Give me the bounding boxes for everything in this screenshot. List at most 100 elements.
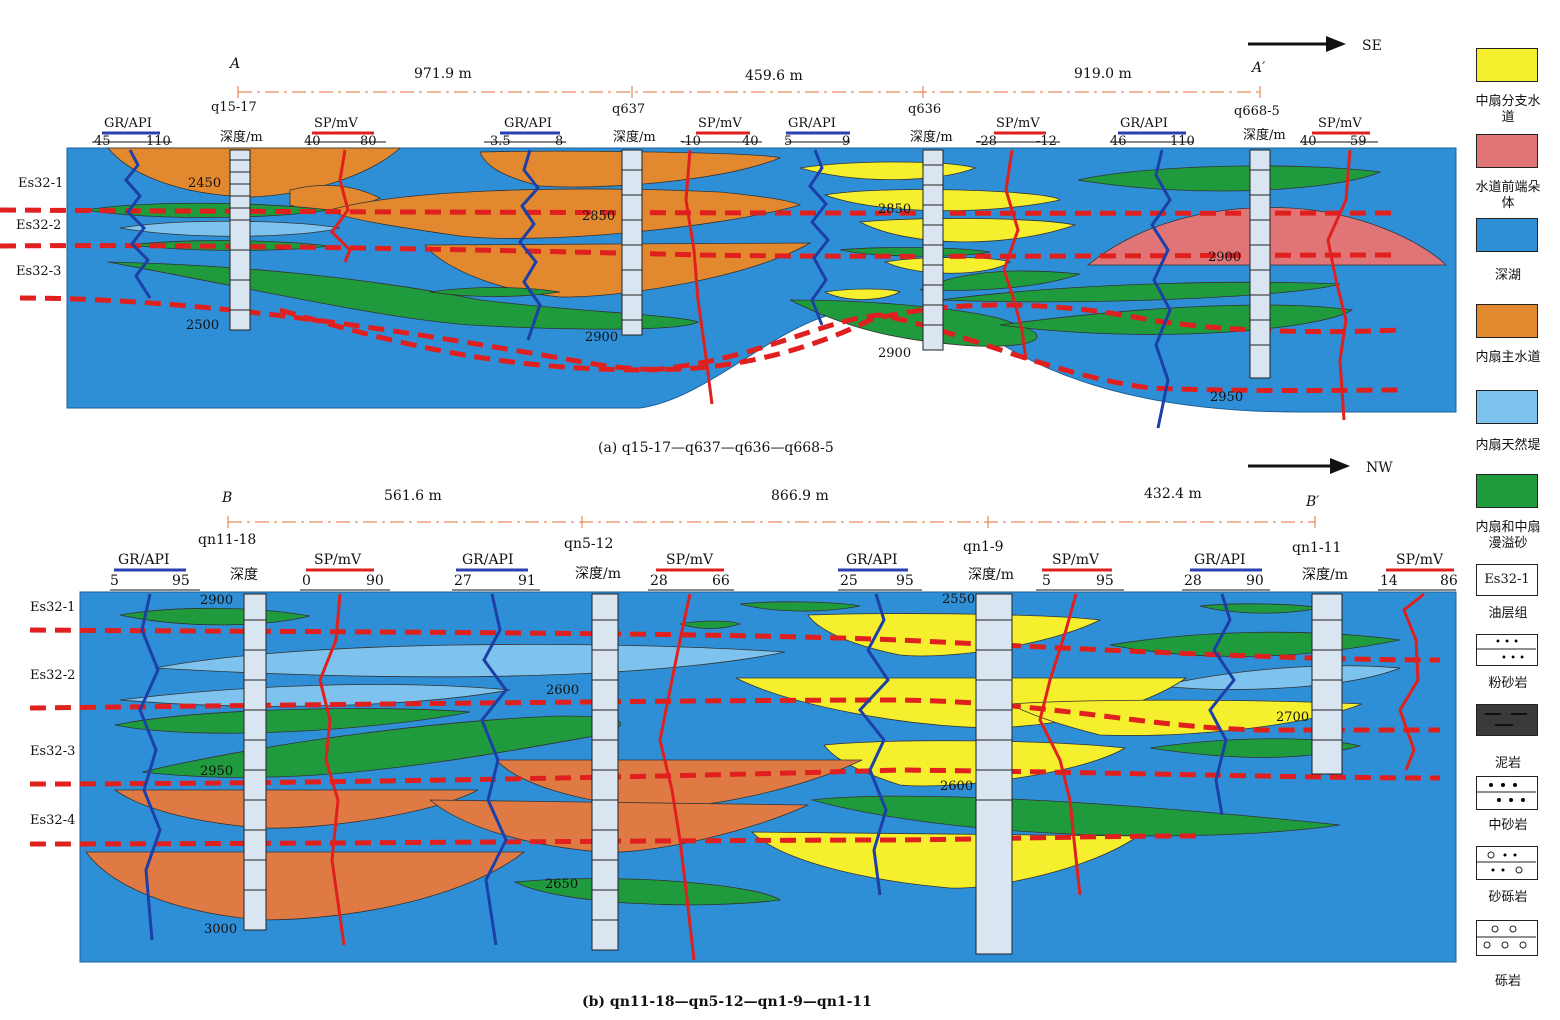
well-b1-depth-label: 深度 bbox=[230, 567, 258, 583]
well-a1-sp-label: SP/mV bbox=[314, 116, 358, 131]
well-b4-gr-max: 90 bbox=[1246, 573, 1264, 589]
well-b3-depth-label: 深度/m bbox=[968, 567, 1014, 583]
distance-a-1: 971.9 m bbox=[414, 66, 472, 82]
depth-a1-2: 2500 bbox=[186, 318, 220, 333]
depth-a3-1: 2850 bbox=[878, 202, 912, 217]
legend-label-mudstone: 泥岩 bbox=[1494, 756, 1521, 771]
well-a3-sp-min: -28 bbox=[976, 134, 997, 149]
well-b1-gr-max: 95 bbox=[172, 573, 190, 589]
legend-label-deep-lake: 深湖 bbox=[1494, 268, 1521, 283]
well-a4-name: q668-5 bbox=[1234, 104, 1280, 119]
well-b3-gr-label: GR/API bbox=[846, 552, 898, 568]
well-b1-sp-min: 0 bbox=[302, 573, 311, 589]
well-a1-sp-min: 40 bbox=[304, 134, 321, 149]
section-b-start: B bbox=[222, 490, 233, 506]
well-b2-sp-min: 28 bbox=[650, 573, 668, 589]
well-a2-sp-min: -10 bbox=[680, 134, 701, 149]
depth-b1-2: 2950 bbox=[200, 764, 234, 779]
well-b4-gr-label: GR/API bbox=[1194, 552, 1246, 568]
depth-b4-1: 2700 bbox=[1276, 710, 1310, 725]
well-a4-gr-min: 46 bbox=[1110, 134, 1127, 149]
well-b2-depth-label: 深度/m bbox=[575, 566, 621, 582]
well-a3-gr-label: GR/API bbox=[788, 116, 836, 131]
well-b1-name: qn11-18 bbox=[198, 532, 257, 548]
legend-label-mid-fan-channel: 中扇分支水道 bbox=[1475, 94, 1541, 125]
conglomerate-pattern-icon bbox=[1477, 925, 1536, 949]
layer-a-3: Es32-3 bbox=[16, 264, 62, 279]
distance-b-3: 432.4 m bbox=[1144, 486, 1202, 502]
legend-swatch-deep-lake bbox=[1476, 218, 1538, 252]
well-a4-sp-min: 40 bbox=[1300, 134, 1317, 149]
legend-swatch-oil-group: Es32-1 bbox=[1476, 564, 1538, 596]
legend-label-oil-group: 油层组 bbox=[1488, 606, 1528, 621]
depth-b1-1: 2900 bbox=[200, 593, 234, 608]
well-b3-gr-max: 95 bbox=[896, 573, 914, 589]
well-a2-name: q637 bbox=[612, 102, 646, 117]
depth-a4-1: 2900 bbox=[1208, 250, 1242, 265]
legend-label-levee: 内扇天然堤 bbox=[1475, 438, 1541, 453]
legend-label-overflow-sand: 内扇和中扇漫溢砂 bbox=[1475, 520, 1541, 551]
legend-swatch-lobe bbox=[1476, 134, 1538, 168]
well-a3-depth-label: 深度/m bbox=[910, 130, 953, 145]
distance-a-3: 919.0 m bbox=[1074, 66, 1132, 82]
well-a2-sp-max: 40 bbox=[742, 134, 759, 149]
depth-a3-2: 2900 bbox=[878, 346, 912, 361]
well-a3-sp-max: -12 bbox=[1036, 134, 1057, 149]
well-b1-gr-min: 5 bbox=[110, 573, 119, 589]
well-a2-gr-label: GR/API bbox=[504, 116, 552, 131]
legend-swatch-glutenite bbox=[1476, 846, 1538, 880]
panel-b-section bbox=[29, 458, 1457, 963]
legend-label-inner-fan-channel: 内扇主水道 bbox=[1475, 350, 1541, 365]
legend-label-medium-sandstone: 中砂岩 bbox=[1488, 818, 1528, 833]
section-a-end: A′ bbox=[1252, 60, 1266, 76]
caption-a: (a) q15-17—q637—q636—q668-5 bbox=[598, 440, 834, 456]
legend-swatch-medium-sandstone bbox=[1476, 776, 1538, 810]
legend-swatch-conglomerate bbox=[1476, 920, 1538, 956]
layer-b-2: Es32-2 bbox=[30, 668, 76, 683]
well-b2-name: qn5-12 bbox=[564, 536, 614, 552]
distance-b-2: 866.9 m bbox=[771, 488, 829, 504]
legend-swatch-overflow-sand bbox=[1476, 474, 1538, 508]
direction-a-label: SE bbox=[1362, 38, 1382, 54]
svg-text:• • •: • • • bbox=[1495, 637, 1519, 648]
well-b4-sp-label: SP/mV bbox=[1396, 552, 1444, 568]
section-a-start: A bbox=[230, 56, 241, 72]
well-b1-sp-label: SP/mV bbox=[314, 552, 362, 568]
well-a4-gr-label: GR/API bbox=[1120, 116, 1168, 131]
legend-label-lobe: 水道前端朵体 bbox=[1475, 180, 1541, 211]
well-b4-depth-label: 深度/m bbox=[1302, 567, 1348, 583]
legend-label-conglomerate: 砾岩 bbox=[1494, 974, 1521, 989]
depth-a1-1: 2450 bbox=[188, 176, 222, 191]
well-b4-sp-max: 86 bbox=[1440, 573, 1458, 589]
well-b2-gr-min: 27 bbox=[454, 573, 472, 589]
well-a1-depth-label: 深度/m bbox=[220, 130, 263, 145]
well-b3-gr-min: 25 bbox=[840, 573, 858, 589]
depth-b1-3: 3000 bbox=[204, 922, 238, 937]
depth-b3-1: 2550 bbox=[942, 592, 976, 607]
legend-swatch-siltstone: • • • • • • bbox=[1476, 634, 1538, 666]
well-b3-sp-min: 5 bbox=[1042, 573, 1051, 589]
well-b1-gr-label: GR/API bbox=[118, 552, 170, 568]
medium-sandstone-pattern-icon bbox=[1477, 783, 1536, 802]
direction-b-label: NW bbox=[1366, 460, 1393, 476]
depth-b2-2: 2650 bbox=[545, 877, 579, 892]
legend-swatch-levee bbox=[1476, 390, 1538, 424]
depth-a2-2: 2900 bbox=[585, 330, 619, 345]
well-a3-name: q636 bbox=[908, 102, 942, 117]
well-b4-gr-min: 28 bbox=[1184, 573, 1202, 589]
legend-label-siltstone: 粉砂岩 bbox=[1488, 676, 1528, 691]
svg-text:• • •: • • • bbox=[1501, 653, 1525, 664]
well-a1-sp-max: 80 bbox=[360, 134, 377, 149]
depth-b3-2: 2600 bbox=[940, 779, 974, 794]
well-b4-name: qn1-11 bbox=[1292, 540, 1342, 556]
depth-b2-1: 2600 bbox=[546, 683, 580, 698]
well-a3-gr-min: 5 bbox=[784, 134, 793, 149]
well-b2-sp-max: 66 bbox=[712, 573, 730, 589]
well-a1-gr-max: 110 bbox=[146, 134, 171, 149]
well-a1-name: q15-17 bbox=[211, 100, 257, 115]
well-a2-gr-min: 3.5 bbox=[490, 134, 511, 149]
distance-b-1: 561.6 m bbox=[384, 488, 442, 504]
glutenite-pattern-icon bbox=[1477, 851, 1536, 874]
layer-b-3: Es32-3 bbox=[30, 744, 76, 759]
